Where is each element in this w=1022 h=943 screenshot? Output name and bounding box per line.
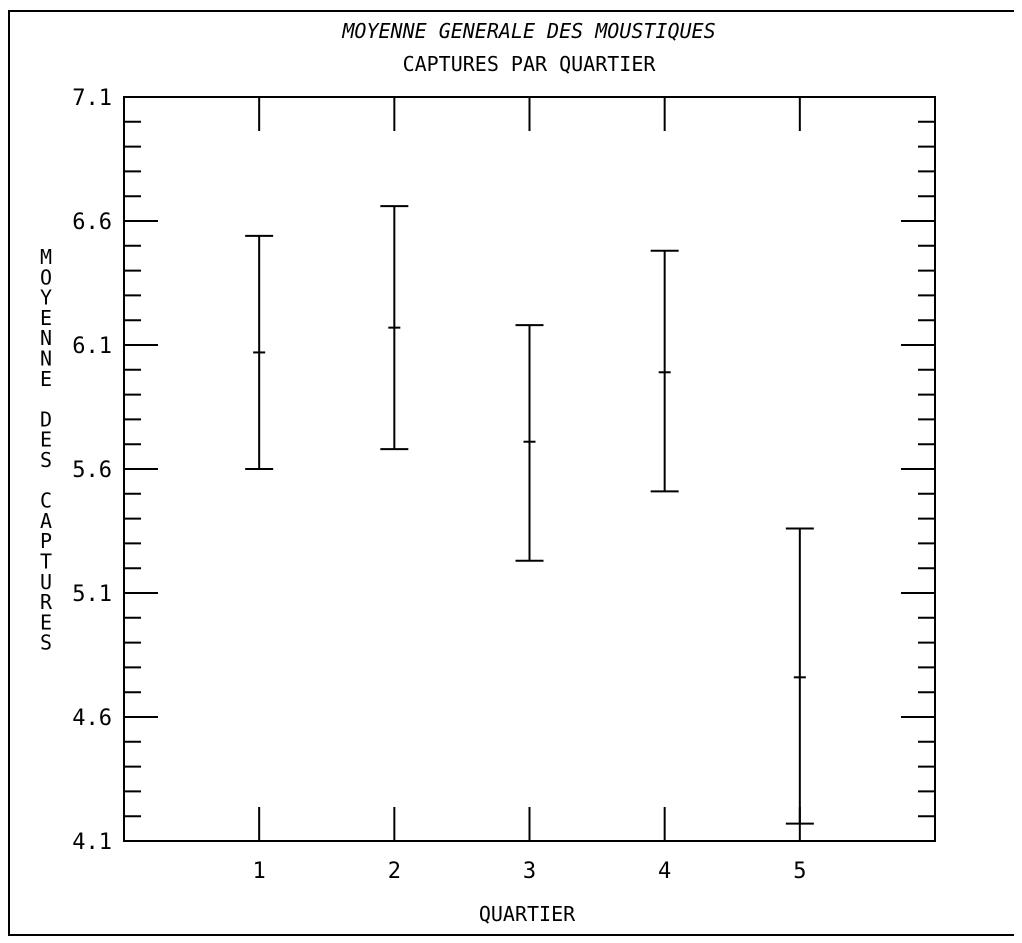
x-tick-label: 4 (658, 859, 671, 884)
chart-title-line-1: MOYENNE GENERALE DES MOUSTIQUES (341, 19, 715, 43)
x-tick-label: 3 (523, 859, 536, 884)
y-axis-label-char: M (40, 245, 52, 269)
y-axis-label-char: E (40, 306, 52, 330)
y-axis-label-char: E (40, 367, 52, 391)
y-axis-label-char: S (40, 448, 52, 472)
y-tick-label: 6.1 (72, 334, 112, 359)
error-bars (245, 205, 814, 825)
x-tick-label: 5 (793, 859, 806, 884)
chart-frame (8, 10, 1014, 936)
x-tick-label: 1 (253, 859, 266, 884)
error-bar-4 (650, 249, 679, 493)
y-axis-label-char: A (40, 509, 52, 533)
y-axis-label-char: R (40, 590, 53, 614)
y-axis-label-char: S (40, 631, 52, 655)
y-axis-label-char: N (40, 347, 52, 371)
error-bar-1 (245, 234, 274, 470)
x-axis-label: QUARTIER (479, 902, 576, 926)
y-tick-label: 5.6 (72, 458, 112, 483)
y-axis-label-char: O (40, 265, 52, 289)
error-bar-3 (515, 324, 544, 562)
y-tick-label: 4.6 (72, 706, 112, 731)
y-tick-label: 7.1 (72, 86, 112, 111)
error-bar-2 (380, 205, 409, 451)
y-axis-label-char: Y (40, 286, 52, 310)
y-tick-label: 6.6 (72, 210, 112, 235)
y-axis-label-char: E (40, 428, 52, 452)
y-tick-label: 4.1 (72, 830, 112, 855)
error-bar-5 (785, 527, 814, 825)
x-tick-label: 2 (388, 859, 401, 884)
y-axis-label-char: T (40, 550, 52, 574)
y-axis-label-char: N (40, 326, 52, 350)
y-tick-labels: 7.1 6.6 6.1 5.6 5.1 4.6 4.1 (72, 86, 112, 855)
y-axis-label: MOYENNE DES CAPTURES (40, 245, 53, 655)
y-axis-label-char: P (40, 529, 52, 553)
y-axis-label-char: D (40, 407, 52, 431)
y-axis-label-char: C (40, 489, 52, 513)
x-tick-labels: 1 2 3 4 5 (253, 859, 807, 884)
y-axis-label-char: E (40, 610, 52, 634)
y-axis-label-char: U (40, 570, 52, 594)
y-tick-label: 5.1 (72, 582, 112, 607)
chart-title-line-2: CAPTURES PAR QUARTIER (403, 52, 657, 76)
